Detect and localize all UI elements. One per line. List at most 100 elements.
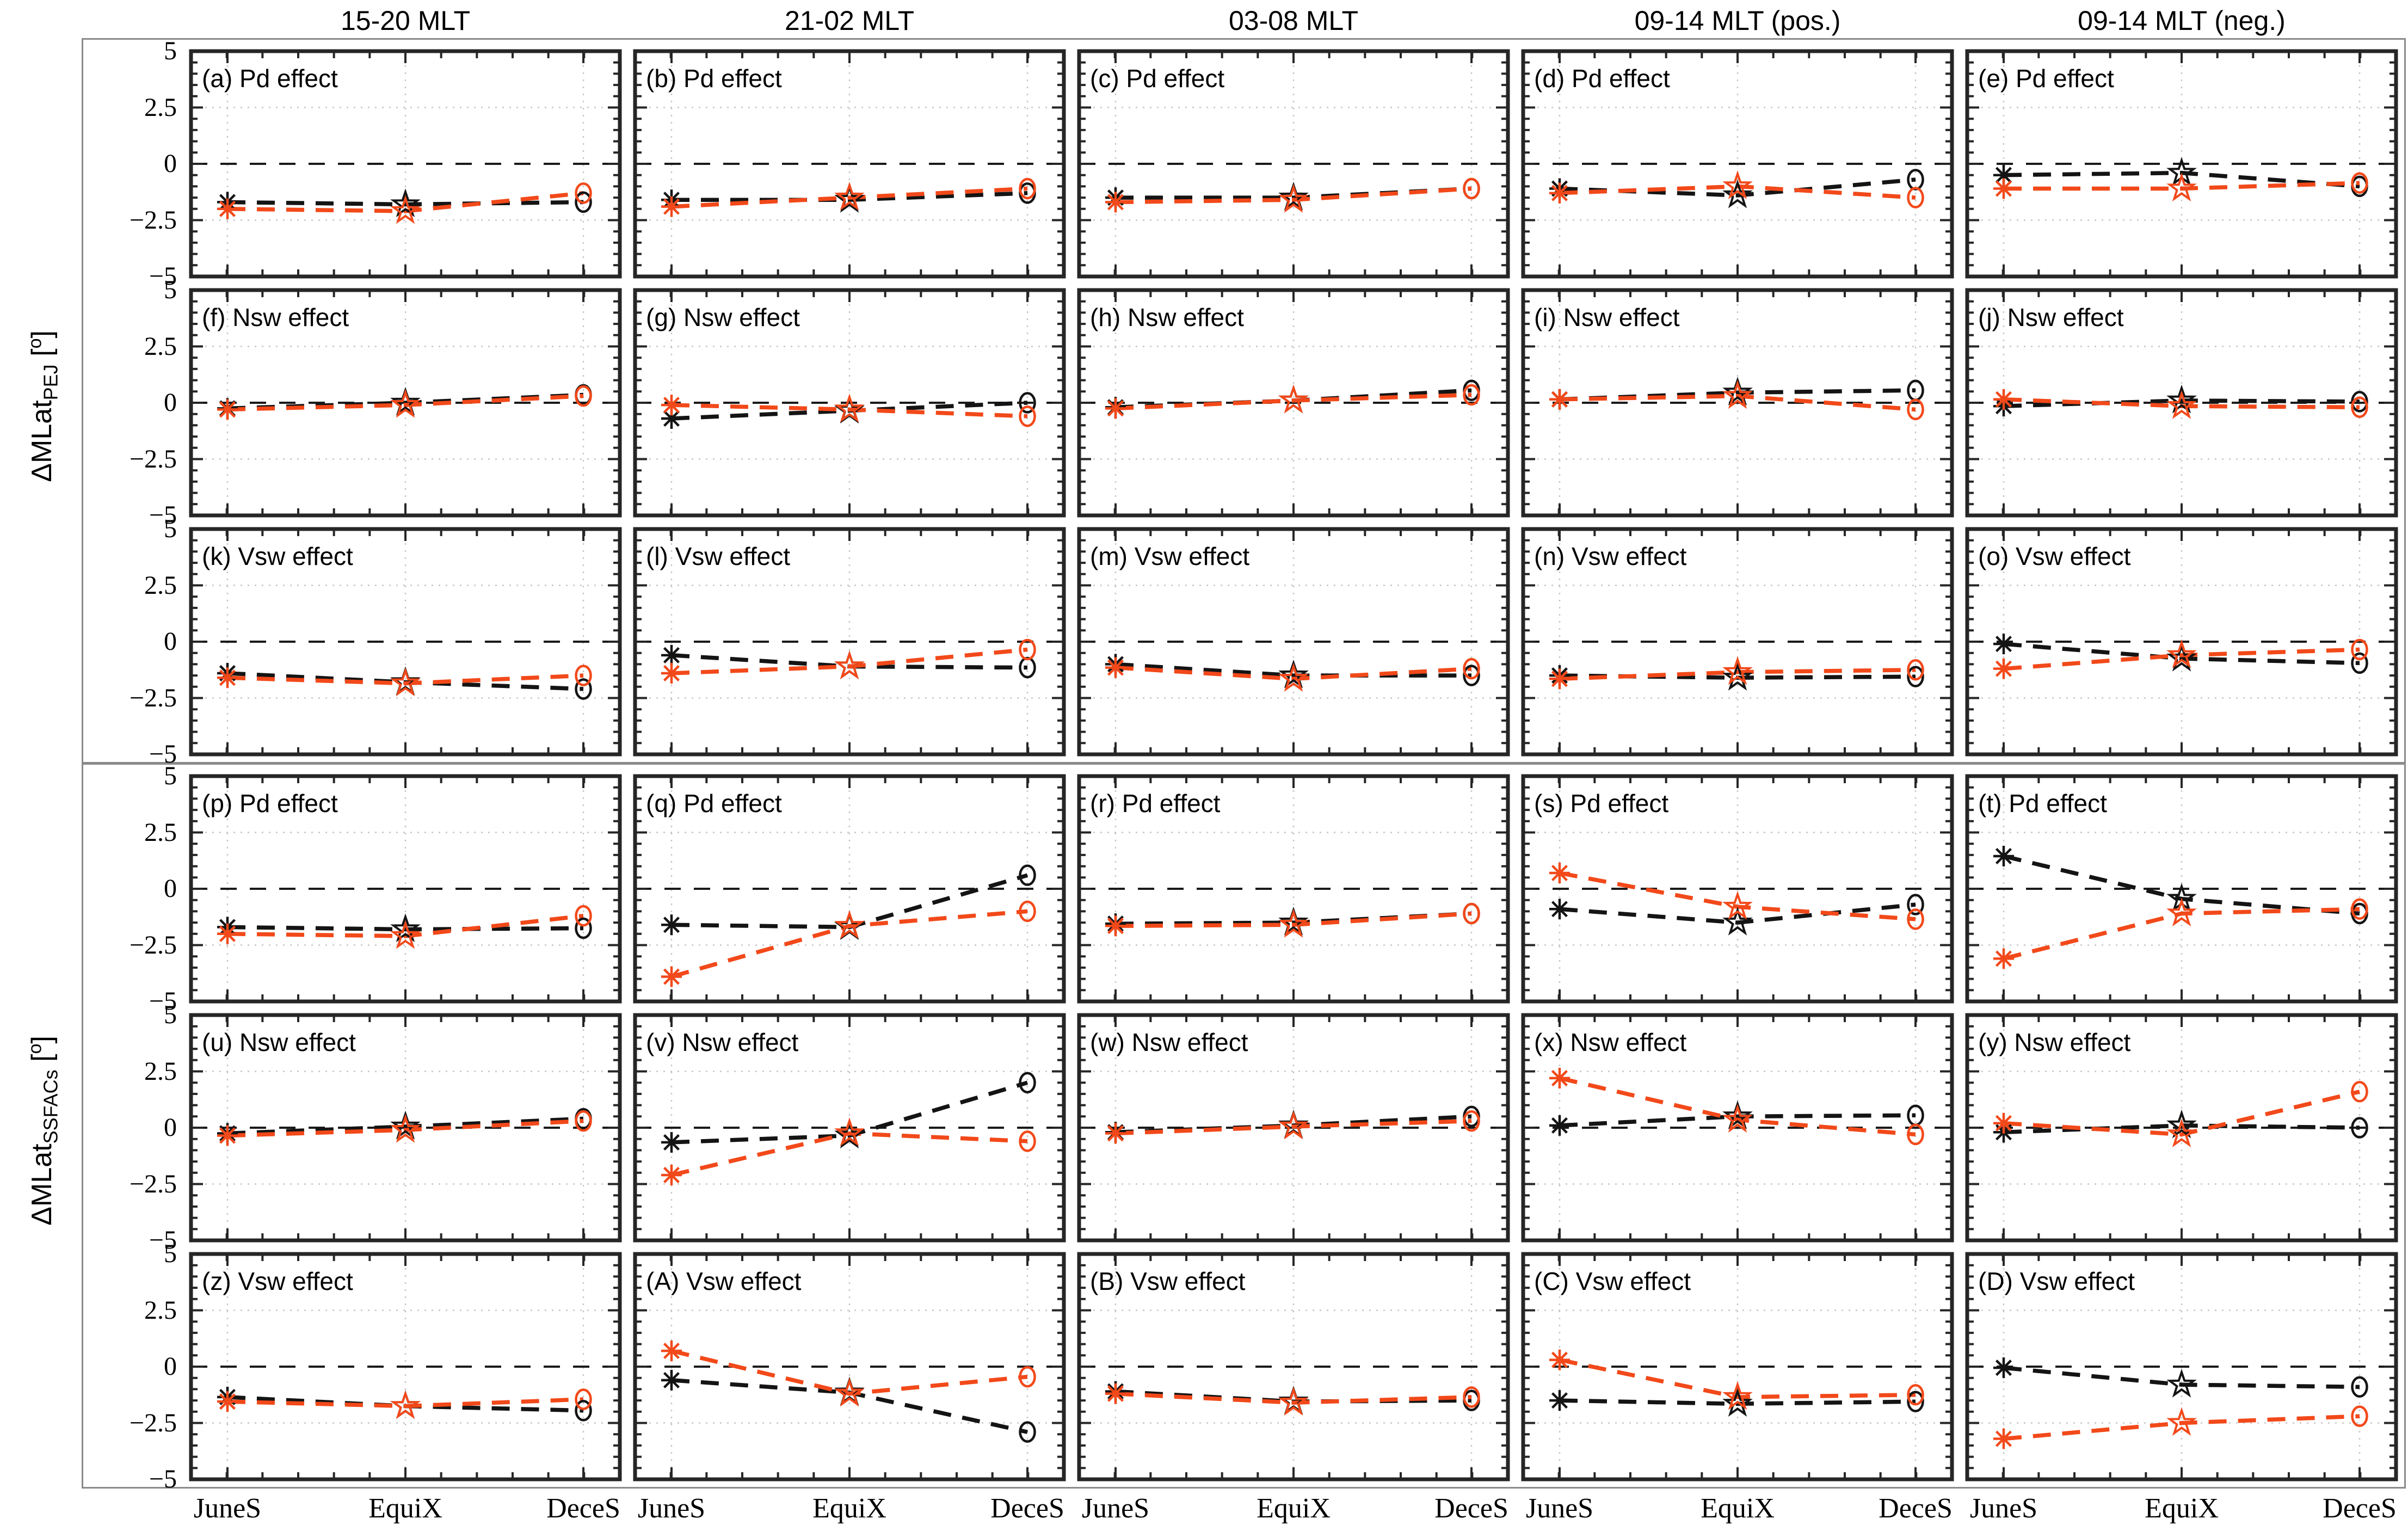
marker-open-star-orange <box>2166 173 2197 202</box>
marker-asterisk-orange <box>1993 948 2014 969</box>
marker-asterisk-black <box>1993 1357 2014 1379</box>
panel-o-chart: (o) Vsw effect <box>1965 527 2398 757</box>
x-tick-label: EquiX <box>368 1493 442 1524</box>
marker-asterisk-orange <box>1993 1428 2014 1449</box>
panel-label-n: (n) Vsw effect <box>1534 542 1687 570</box>
panel-label-d: (d) Pd effect <box>1534 64 1670 93</box>
black-series-line <box>672 191 1028 202</box>
orange-series-line <box>670 909 1028 979</box>
marker-open-star-orange <box>390 1390 421 1419</box>
panel-label-h: (h) Nsw effect <box>1090 303 1244 331</box>
panel-m: (m) Vsw effect <box>1076 526 1511 758</box>
orange-series-line <box>2004 181 2360 191</box>
marker-open-star-orange <box>1278 183 1309 213</box>
column-title-1: 15-20 MLT <box>340 5 471 36</box>
marker-asterisk-black <box>661 1132 682 1153</box>
marker-open-circle-orange <box>1019 177 1036 200</box>
marker-open-circle-orange <box>1019 1130 1036 1152</box>
orange-series-line <box>2003 647 2360 671</box>
panel-border <box>633 49 1066 279</box>
panel-l-chart: (l) Vsw effect <box>633 527 1066 757</box>
orange-series-line <box>1115 1118 1472 1136</box>
marker-open-star-orange <box>834 910 865 939</box>
marker-open-circle-black <box>1019 392 1036 414</box>
marker-open-star-orange <box>1278 384 1309 414</box>
marker-asterisk-orange <box>1993 658 2014 679</box>
group-frame-ssfacs <box>82 763 2406 1489</box>
y-axis-label-ssfacs: ΔMLatSSFACs [o] <box>24 1036 62 1226</box>
marker-open-circle-orange <box>1907 1384 1924 1406</box>
panel-border <box>1965 527 2398 757</box>
y-tick-label: 2.5 <box>144 817 177 847</box>
black-series-line <box>2003 1366 2360 1390</box>
panel-y: (y) Nsw effect <box>1964 1012 2399 1244</box>
marker-open-circle-black <box>575 191 592 213</box>
y-tick-label: −5 <box>149 1465 177 1493</box>
panel-w-chart: (w) Nsw effect <box>1077 1013 1510 1243</box>
marker-asterisk-orange <box>1549 389 1570 410</box>
marker-open-circle-black <box>2351 1117 2368 1139</box>
panel-border <box>633 774 1066 1004</box>
marker-open-circle-orange <box>575 385 592 407</box>
marker-open-star-orange <box>1722 170 1753 200</box>
panel-i: (i) Nsw effect <box>1520 287 1955 519</box>
marker-asterisk-orange <box>661 662 682 684</box>
panel-label-i: (i) Nsw effect <box>1534 303 1680 331</box>
marker-asterisk-orange <box>1993 389 2014 410</box>
panel-label-e: (e) Pd effect <box>1978 64 2114 93</box>
panel-v: (v) Nsw effect <box>632 1012 1067 1244</box>
marker-open-circle-black <box>2351 1376 2368 1398</box>
y-tick-label: 5 <box>164 1239 177 1268</box>
panel-label-y: (y) Nsw effect <box>1978 1028 2131 1056</box>
panel-a-chart: (a) Pd effect <box>189 49 622 279</box>
marker-open-circle-orange <box>1907 398 1924 421</box>
y-tick-label: 2.5 <box>144 570 177 600</box>
marker-open-circle-orange <box>575 1388 592 1410</box>
y-tick-label: −2.5 <box>129 1169 177 1198</box>
panel-z-chart: (z) Vsw effect <box>189 1252 622 1481</box>
marker-open-circle-orange <box>575 182 592 204</box>
marker-open-star-black <box>1278 906 1309 936</box>
marker-open-circle-orange <box>2351 1081 2368 1103</box>
marker-asterisk-orange <box>217 1125 238 1146</box>
marker-asterisk-orange <box>1105 915 1126 937</box>
marker-open-circle-orange <box>2351 898 2368 920</box>
x-tick-label: JuneS <box>193 1493 262 1524</box>
marker-open-circle-black <box>1463 665 1480 686</box>
y-tick-label: 2.5 <box>144 1295 177 1325</box>
x-tick-label: JuneS <box>1969 1493 2038 1524</box>
panel-v-chart: (v) Nsw effect <box>633 1013 1066 1243</box>
marker-open-circle-orange <box>2351 638 2368 661</box>
y-tick-label: 0 <box>164 149 177 178</box>
orange-series-line <box>1559 394 1916 412</box>
marker-open-circle-orange <box>1019 638 1036 661</box>
panel-label-p: (p) Pd effect <box>202 789 338 817</box>
panel-e-chart: (e) Pd effect <box>1965 49 2398 279</box>
marker-asterisk-orange <box>661 1341 682 1362</box>
panel-label-s: (s) Pd effect <box>1534 789 1668 817</box>
marker-open-circle-orange <box>575 905 592 927</box>
marker-open-star-orange <box>1722 380 1753 409</box>
marker-asterisk-black <box>661 644 682 666</box>
marker-open-star-black <box>1722 1101 1753 1129</box>
y-tick-label: 0 <box>164 1113 177 1142</box>
black-series-line <box>2003 1123 2360 1135</box>
orange-series-line <box>671 1349 1028 1396</box>
marker-asterisk-orange <box>1993 1112 2014 1134</box>
panel-h-chart: (h) Nsw effect <box>1077 288 1510 518</box>
marker-open-circle-orange <box>2351 1405 2368 1427</box>
marker-open-star-orange <box>390 1114 421 1143</box>
marker-open-star-black <box>2166 384 2197 414</box>
panel-label-t: (t) Pd effect <box>1978 789 2107 817</box>
panel-n: (n) Vsw effect <box>1520 526 1955 758</box>
orange-series-line <box>1115 1391 1472 1405</box>
panel-border <box>1965 1252 2398 1481</box>
marker-open-star-orange <box>1278 1386 1309 1416</box>
x-tick-label: EquiX <box>812 1493 886 1524</box>
panel-j-chart: (j) Nsw effect <box>1965 288 2398 518</box>
panel-l: (l) Vsw effect <box>632 526 1067 758</box>
black-series-line <box>1559 1113 1916 1128</box>
panel-border <box>1965 774 2398 1004</box>
y-tick-label: 5 <box>164 36 177 65</box>
panel-border <box>189 527 622 757</box>
